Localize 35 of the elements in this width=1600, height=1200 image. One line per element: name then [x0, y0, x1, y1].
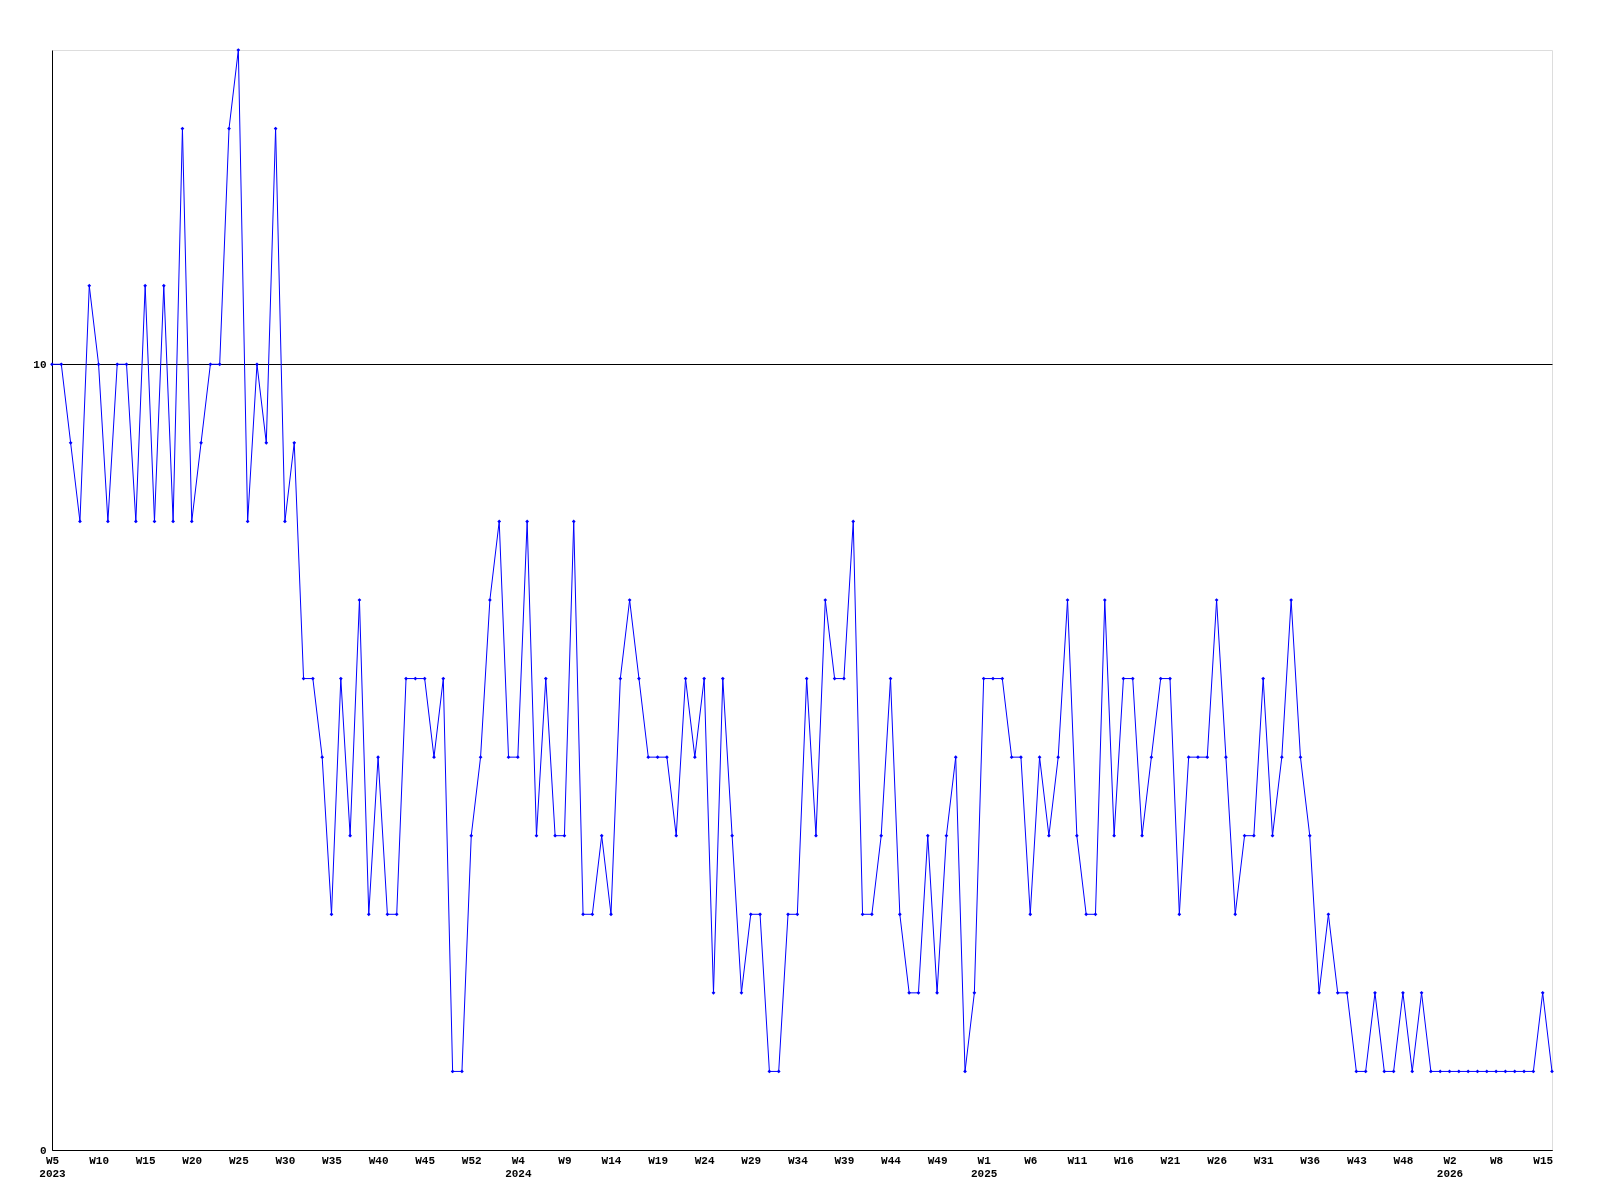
x-tick-label: W40	[368, 1154, 389, 1167]
x-tick-label: W30	[275, 1154, 296, 1167]
x-tick-label: W24	[694, 1154, 715, 1167]
x-tick-label: W26	[1207, 1154, 1227, 1167]
x-tick-label: W11	[1067, 1154, 1088, 1167]
x-tick-label: W29	[741, 1154, 762, 1167]
x-tick-label: W16	[1114, 1154, 1134, 1167]
x-tick-label: W4 2024	[505, 1154, 532, 1180]
x-tick-label: W49	[927, 1154, 948, 1167]
x-tick-label: W5 2023	[39, 1154, 67, 1180]
x-tick-label: W48	[1393, 1154, 1414, 1167]
x-tick-label: W21	[1160, 1154, 1181, 1167]
x-tick-label: W20	[182, 1154, 203, 1167]
x-tick-label: W8	[1490, 1154, 1504, 1167]
x-tick-label: W10	[89, 1154, 109, 1167]
x-tick-label: W43	[1346, 1154, 1368, 1167]
x-tick-label: W31	[1253, 1154, 1274, 1167]
x-tick-label: W34	[787, 1154, 809, 1167]
x-tick-label: W44	[881, 1154, 902, 1167]
x-tick-label: W45	[415, 1154, 436, 1167]
x-tick-label: W1 2025	[970, 1154, 998, 1180]
x-tick-label: W35	[322, 1154, 343, 1167]
x-tick-label: W25	[228, 1154, 250, 1167]
x-tick-label: W36	[1300, 1154, 1321, 1167]
x-tick-label: W19	[648, 1154, 668, 1167]
x-tick-label: W39	[834, 1154, 855, 1167]
y-tick-label: 0	[39, 1144, 47, 1157]
y-tick-label: 10	[33, 358, 47, 371]
x-tick-label: W15	[1533, 1154, 1554, 1167]
x-tick-label: W2 2026	[1436, 1154, 1464, 1180]
x-tick-label: W6	[1024, 1154, 1038, 1167]
x-tick-label: W15	[135, 1154, 156, 1167]
x-tick-label: W9	[558, 1154, 572, 1167]
x-tick-label: W52	[461, 1154, 482, 1167]
x-tick-label: W14	[601, 1154, 622, 1167]
